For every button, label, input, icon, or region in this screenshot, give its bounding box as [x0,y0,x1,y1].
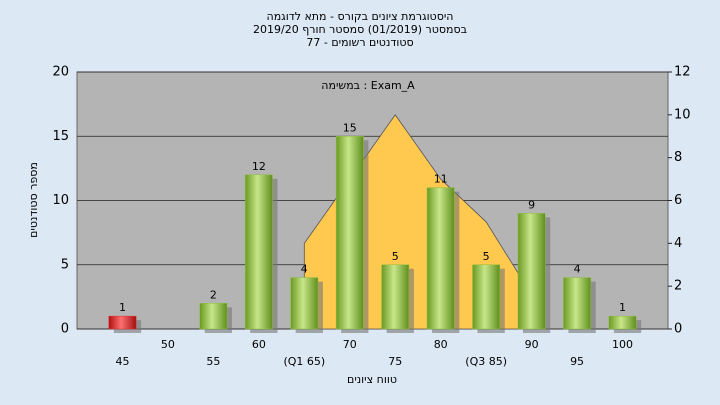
bar [199,303,228,330]
y2-tick-label: 6 [674,193,682,208]
x-tick-label: 45 [115,355,129,368]
bar [426,187,455,330]
value-label: 4 [301,263,308,276]
chart-title: היסטוגרמת ציונים בקורס - מתא לדוגמה [267,10,454,23]
y-tick-label: 5 [61,257,69,272]
y2-tick-label: 4 [674,236,682,251]
y2-tick-label: 0 [674,322,682,337]
value-label: 1 [119,301,126,314]
x-tick-label: 95 [570,355,584,368]
x-tick-label: 75 [388,355,402,368]
value-label: 1 [619,301,626,314]
value-label: 15 [343,121,357,134]
x-tick-label: (Q1 65) [283,355,325,368]
bar [335,136,364,330]
bar [472,264,501,330]
x-tick-label: 70 [343,338,357,351]
bar [608,315,637,330]
bar [517,213,546,330]
bar [108,315,137,330]
value-label: 4 [574,263,581,276]
value-label: 9 [528,198,535,211]
y-tick-label: 0 [61,322,69,337]
value-label: 5 [483,250,490,263]
chart-subtitle: סטודנטים רשומים - 77 [306,36,413,49]
x-tick-label: 90 [525,338,539,351]
bar [244,174,273,330]
y-tick-label: 10 [52,193,69,208]
x-tick-label: 50 [161,338,175,351]
x-tick-label: 55 [206,355,220,368]
annotation: במשימה : Exam_A [321,79,415,92]
value-label: 12 [252,160,266,173]
x-tick-label: (Q3 85) [465,355,507,368]
value-label: 11 [434,173,448,186]
y-tick-label: 20 [52,65,69,80]
x-tick-label: 100 [612,338,633,351]
y2-tick-label: 8 [674,150,682,165]
x-tick-label: 80 [434,338,448,351]
value-label: 2 [210,288,217,301]
chart-subtitle: בסמסטר (01/2019) סמסטר חורף 2019/20 [253,23,467,36]
y2-tick-label: 12 [674,65,691,80]
bar [290,277,319,330]
x-axis-label: טווח ציונים [347,373,397,386]
y2-tick-label: 2 [674,279,682,294]
y2-tick-label: 10 [674,107,691,122]
bar [563,277,591,330]
y-axis-label: מספר סטודנטים [27,162,40,238]
x-tick-label: 60 [252,338,266,351]
bar [381,264,410,330]
value-label: 5 [392,250,399,263]
y-tick-label: 15 [52,129,69,144]
